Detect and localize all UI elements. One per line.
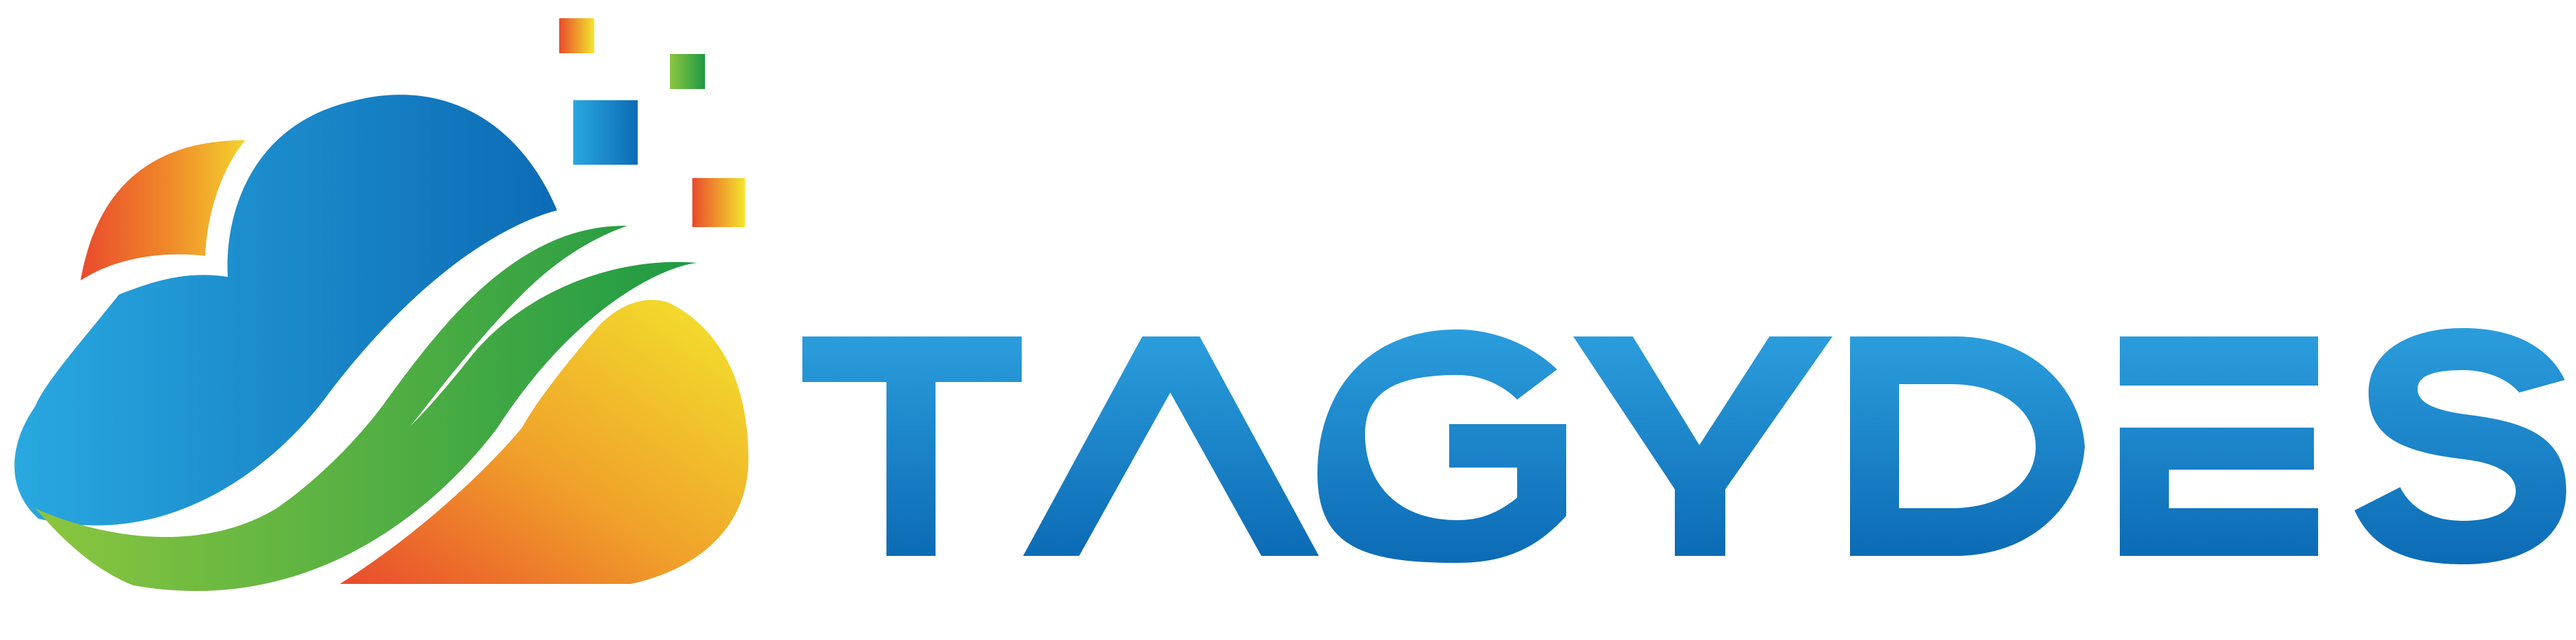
letter-s: [2355, 328, 2566, 564]
pixel-squares-icon: [559, 18, 745, 227]
pixel-square: [692, 178, 745, 227]
letter-t: [802, 336, 1022, 556]
letter-e: [2120, 336, 2318, 556]
letter-y: [1573, 336, 1832, 556]
blue-cloud-shape: [14, 95, 557, 526]
pixel-square: [573, 100, 638, 165]
orange-leaf-shape: [81, 140, 245, 280]
wordmark: [802, 328, 2566, 564]
yellow-wave-shape: [340, 299, 748, 584]
letter-d: [1850, 336, 2085, 556]
pixel-square: [559, 18, 594, 53]
cloud-leaf-logo-icon: [14, 95, 748, 592]
green-wave-shape: [35, 225, 697, 592]
letter-a: [1023, 336, 1319, 556]
pixel-square: [670, 54, 705, 89]
letter-g: [1317, 329, 1566, 563]
